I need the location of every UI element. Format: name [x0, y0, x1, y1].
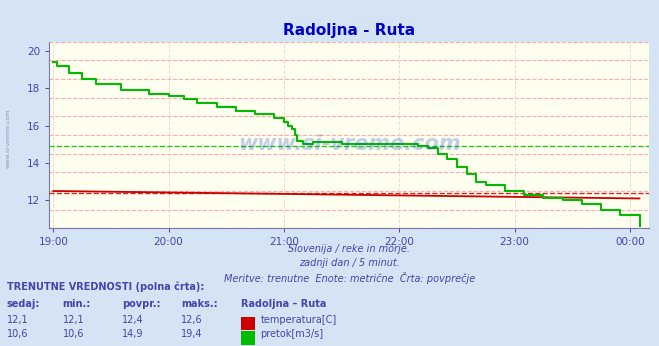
- Text: 10,6: 10,6: [63, 329, 84, 339]
- Text: TRENUTNE VREDNOSTI (polna črta):: TRENUTNE VREDNOSTI (polna črta):: [7, 282, 204, 292]
- Text: 12,6: 12,6: [181, 315, 203, 325]
- Text: sedaj:: sedaj:: [7, 299, 40, 309]
- Text: povpr.:: povpr.:: [122, 299, 160, 309]
- Text: pretok[m3/s]: pretok[m3/s]: [260, 329, 324, 339]
- Text: 19,4: 19,4: [181, 329, 203, 339]
- Text: 12,1: 12,1: [7, 315, 28, 325]
- Text: Meritve: trenutne  Enote: metrične  Črta: povprečje: Meritve: trenutne Enote: metrične Črta: …: [223, 272, 475, 284]
- Text: 10,6: 10,6: [7, 329, 28, 339]
- Text: min.:: min.:: [63, 299, 91, 309]
- Text: www.si-vreme.com: www.si-vreme.com: [5, 109, 11, 168]
- Title: Radoljna - Ruta: Radoljna - Ruta: [283, 22, 415, 38]
- Text: zadnji dan / 5 minut.: zadnji dan / 5 minut.: [299, 258, 400, 268]
- Text: 12,1: 12,1: [63, 315, 84, 325]
- Text: www.si-vreme.com: www.si-vreme.com: [238, 134, 461, 154]
- Text: maks.:: maks.:: [181, 299, 218, 309]
- Text: 12,4: 12,4: [122, 315, 144, 325]
- Text: 14,9: 14,9: [122, 329, 144, 339]
- Text: Slovenija / reke in morje.: Slovenija / reke in morje.: [288, 244, 411, 254]
- Text: temperatura[C]: temperatura[C]: [260, 315, 337, 325]
- Text: Radoljna – Ruta: Radoljna – Ruta: [241, 299, 326, 309]
